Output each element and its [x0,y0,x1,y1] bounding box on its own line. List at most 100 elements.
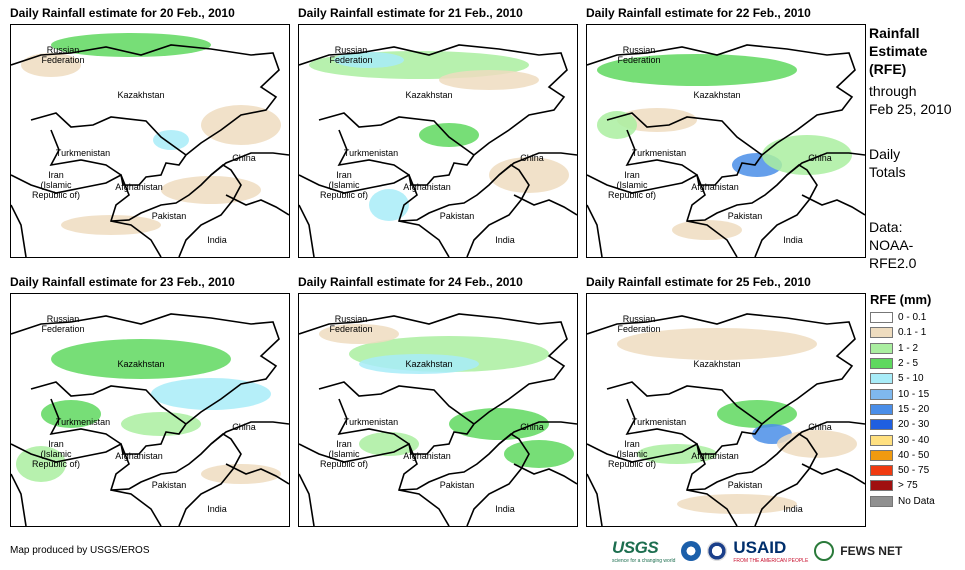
country-border [210,152,289,176]
country-border [337,129,410,176]
panel-title-2: Daily Rainfall estimate for 21 Feb., 201… [298,6,523,20]
map-label-afghanistan: Afghanistan [115,182,163,192]
panel-title-4: Daily Rainfall estimate for 23 Feb., 201… [10,275,235,289]
country-border [587,204,603,257]
rainfall-area [153,130,189,150]
map-label-pakistan: Pakistan [439,480,475,490]
legend-label: 5 - 10 [898,373,924,385]
map-canvas [11,313,289,526]
legend-row: No Data [870,494,935,509]
rainfall-area [41,400,101,428]
country-border [30,381,187,425]
country-border [801,194,865,216]
country-border [225,194,289,216]
map-label-iran: Iran (Islamic Republic of) [31,439,81,469]
legend-row: 30 - 40 [870,432,935,447]
legend-label: 2 - 5 [898,358,919,370]
country-border [606,381,763,425]
legend-row: 1 - 2 [870,341,935,356]
country-border [11,442,162,526]
legend-swatch [870,358,893,370]
legend: 0 - 0.1 0.1 - 1 1 - 2 2 - 5 5 - 10 10 - 15 15 … [870,310,935,509]
map-label-turkmenistan: Turkmenistan [343,417,399,427]
map-canvas [299,313,577,526]
panel-title-1: Daily Rainfall estimate for 20 Feb., 201… [10,6,235,20]
legend-row: 5 - 10 [870,371,935,386]
country-border [299,313,568,425]
rainfall-map-5: Russian Federation Kazakhstan Turkmenistan… [298,293,578,527]
map-label-kazakhstan: Kazakhstan [693,90,741,100]
map-label-russia: Russian Federation [617,45,661,65]
rainfall-area [449,408,549,440]
map-label-china: China [808,422,832,432]
legend-swatch [870,434,893,446]
rainfall-map-3: Russian Federation Kazakhstan Turkmenistan… [586,24,866,258]
map-label-afghanistan: Afghanistan [691,451,739,461]
rainfall-area [151,378,271,410]
map-label-pakistan: Pakistan [151,211,187,221]
legend-label: 20 - 30 [898,419,930,431]
rainfall-area [637,444,717,464]
rainfall-map-4: Russian Federation Kazakhstan Turkmenistan… [10,293,290,527]
country-border [299,204,315,257]
legend-swatch [870,403,893,415]
country-border [606,112,763,156]
rainfall-area [201,464,281,484]
map-label-india: India [783,504,803,514]
map-label-china: China [232,422,256,432]
rainfall-area [121,412,201,436]
rainfall-map-2: Russian Federation Kazakhstan Turkmenistan… [298,24,578,258]
country-border [299,44,568,156]
rainfall-area [201,105,281,145]
country-border [498,421,577,445]
rainfall-area [359,354,479,374]
rainfall-area [359,432,419,456]
map-label-kazakhstan: Kazakhstan [405,359,453,369]
country-border [49,398,122,445]
country-border [587,442,738,526]
map-label-china: China [520,153,544,163]
country-border [210,421,289,445]
legend-swatch [870,449,893,461]
map-label-pakistan: Pakistan [727,211,763,221]
map-label-iran: Iran (Islamic Republic of) [31,170,81,200]
map-label-afghanistan: Afghanistan [403,451,451,461]
map-label-turkmenistan: Turkmenistan [631,148,687,158]
country-border [299,442,450,526]
legend-swatch [870,388,893,400]
map-label-kazakhstan: Kazakhstan [117,359,165,369]
rainfall-area [51,339,231,379]
map-canvas [299,44,577,257]
legend-label: 0 - 0.1 [898,312,927,324]
legend-row: 2 - 5 [870,356,935,371]
legend-swatch [870,312,893,324]
legend-label: 50 - 75 [898,465,930,477]
map-label-russia: Russian Federation [617,314,661,334]
rainfall-map-6: Russian Federation Kazakhstan Turkmenistan… [586,293,866,527]
map-label-iran: Iran (Islamic Republic of) [607,439,657,469]
country-border [11,44,280,156]
map-label-kazakhstan: Kazakhstan [693,359,741,369]
legend-label: 30 - 40 [898,434,930,446]
legend-row: 40 - 50 [870,448,935,463]
state-seal-logo [707,541,728,561]
rainfall-area [672,220,742,240]
map-label-iran: Iran (Islamic Republic of) [607,170,657,200]
map-label-turkmenistan: Turkmenistan [343,148,399,158]
legend-label: 0.1 - 1 [898,327,927,339]
legend-title: RFE (mm) [870,292,932,307]
map-label-afghanistan: Afghanistan [403,182,451,192]
usaid-logo: USAID FROM THE AMERICAN PEOPLE [733,538,809,564]
map-label-pakistan: Pakistan [439,211,475,221]
country-border [318,112,475,156]
country-border [786,152,865,176]
side-totals: Daily Totals [869,146,906,180]
legend-swatch [870,419,893,431]
country-border [587,173,738,257]
legend-row: > 75 [870,478,935,493]
side-through: through Feb 25, 2010 [869,83,952,117]
rainfall-area [16,446,66,482]
country-border [299,173,450,257]
map-label-india: India [207,504,227,514]
rainfall-area [319,324,399,344]
